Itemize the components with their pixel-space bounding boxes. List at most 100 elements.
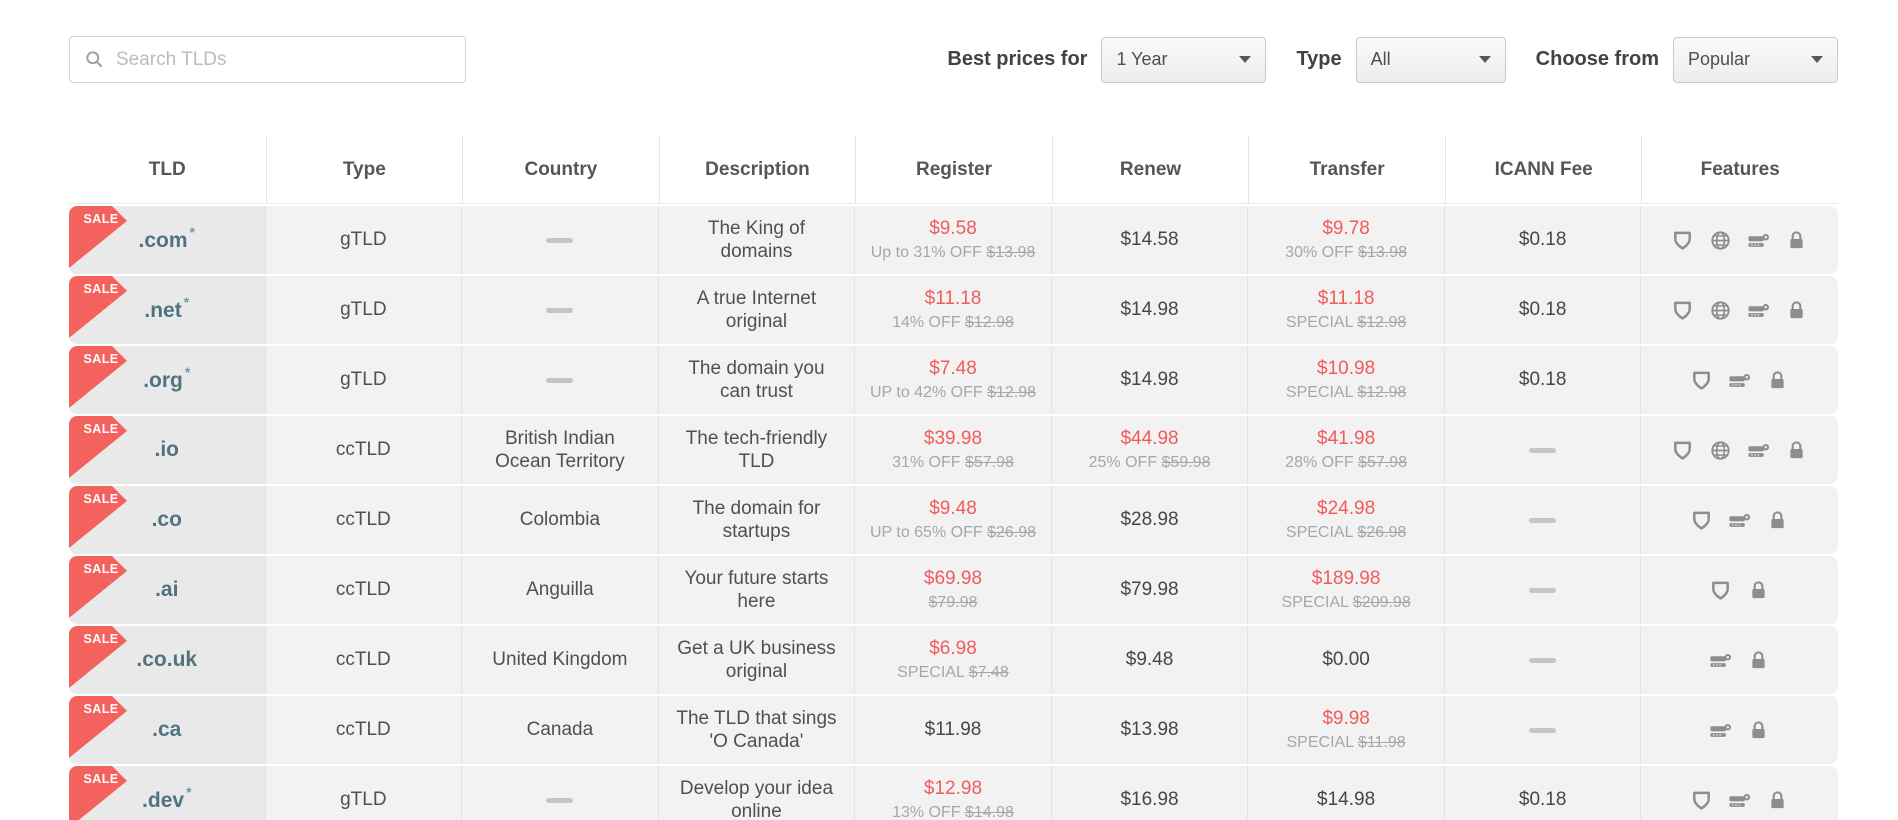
chevron-down-icon [1478, 56, 1491, 63]
filter-dropdown[interactable]: All [1355, 36, 1506, 83]
country-cell: Colombia [462, 486, 659, 554]
sale-badge: SALE [69, 416, 127, 478]
filter-bar: Best prices for 1 Year Type All Choose f… [947, 36, 1838, 83]
server-icon [1747, 229, 1770, 252]
tld-link[interactable]: .co [151, 508, 182, 532]
price-amount: $39.98 [923, 428, 983, 450]
features-cell [1641, 206, 1838, 274]
old-price: $209.98 [1352, 594, 1411, 612]
server-icon [1728, 369, 1751, 392]
icann-fee-cell: $0.18 [1445, 276, 1642, 344]
column-header: Country [462, 136, 659, 203]
icann-fee-cell [1445, 696, 1642, 764]
tld-cell: SALE .com * [69, 206, 266, 274]
old-price: $57.98 [1358, 454, 1408, 472]
server-icon [1747, 439, 1770, 462]
price-amount: $79.98 [1120, 579, 1179, 601]
description-cell: Develop your idea online [659, 766, 856, 820]
tld-link[interactable]: .ai [155, 578, 179, 602]
old-price: $59.98 [1161, 454, 1211, 472]
price-discount-note: SPECIAL $26.98 [1285, 524, 1407, 542]
old-price: $12.98 [964, 314, 1014, 332]
price-discount-note: $79.98 [929, 593, 978, 613]
features-cell [1641, 346, 1838, 414]
tld-cell: SALE .co.uk [69, 626, 266, 694]
transfer-price-cell: $9.98 SPECIAL $11.98 [1248, 696, 1445, 764]
price-discount-note: 25% OFF $59.98 [1088, 454, 1211, 472]
search-input[interactable] [116, 48, 451, 71]
shield-icon [1671, 299, 1694, 322]
tld-link[interactable]: .com * [138, 224, 195, 253]
price-amount: $189.98 [1311, 568, 1381, 590]
toolbar: Best prices for 1 Year Type All Choose f… [69, 36, 1838, 83]
tld-cell: SALE .org * [69, 346, 266, 414]
empty-dash [546, 307, 574, 313]
globe-icon [1709, 229, 1732, 252]
tld-link[interactable]: .dev * [142, 784, 192, 813]
search-icon [84, 49, 105, 70]
price-discount-note: SPECIAL $12.98 [1285, 384, 1407, 402]
icann-fee-amount: $0.18 [1518, 369, 1567, 391]
tld-asterisk: * [184, 364, 191, 381]
price-amount: $14.98 [1120, 369, 1179, 391]
sale-badge: SALE [69, 626, 127, 688]
renew-price-cell: $14.58 [1052, 206, 1249, 274]
lock-icon [1747, 649, 1770, 672]
features-cell [1641, 276, 1838, 344]
price-amount: $9.78 [1322, 218, 1370, 240]
renew-price-cell: $14.98 [1052, 276, 1249, 344]
table-row: SALE .ca ccTLD Canada The TLD that sings… [69, 696, 1838, 764]
description-cell: The TLD that sings 'O Canada' [659, 696, 856, 764]
tld-link[interactable]: .net * [144, 294, 190, 323]
price-amount: $9.98 [1322, 708, 1370, 730]
dropdown-value: 1 Year [1116, 49, 1168, 69]
icann-fee-cell: $0.18 [1445, 766, 1642, 820]
description-cell: Get a UK business original [659, 626, 856, 694]
empty-dash [1529, 727, 1557, 733]
type-cell: ccTLD [266, 696, 463, 764]
sale-badge: SALE [69, 696, 127, 758]
old-price: $14.98 [964, 804, 1014, 820]
filter-group: Type All [1296, 36, 1506, 83]
features-cell [1641, 696, 1838, 764]
lock-icon [1766, 789, 1789, 812]
features-cell [1641, 766, 1838, 820]
icann-fee-cell [1445, 626, 1642, 694]
price-amount: $24.98 [1317, 498, 1376, 520]
shield-icon [1690, 789, 1713, 812]
old-price: $26.98 [987, 524, 1036, 542]
filter-dropdown[interactable]: Popular [1673, 36, 1838, 83]
country-cell: United Kingdom [462, 626, 659, 694]
register-price-cell: $6.98 SPECIAL $7.48 [855, 626, 1052, 694]
tld-link[interactable]: .org * [143, 364, 191, 393]
column-header: ICANN Fee [1444, 136, 1642, 203]
price-amount: $12.98 [923, 778, 983, 800]
register-price-cell: $9.48 UP to 65% OFF $26.98 [855, 486, 1052, 554]
price-amount: $11.98 [924, 719, 982, 741]
renew-price-cell: $16.98 [1052, 766, 1249, 820]
old-price: $26.98 [1357, 524, 1407, 542]
filter-group: Best prices for 1 Year [947, 36, 1267, 83]
renew-price-cell: $9.48 [1052, 626, 1249, 694]
server-icon [1747, 299, 1770, 322]
filter-group: Choose from Popular [1536, 36, 1838, 83]
price-amount: $14.98 [1120, 299, 1179, 321]
features-cell [1641, 556, 1838, 624]
filter-dropdown[interactable]: 1 Year [1101, 36, 1267, 83]
icann-fee-amount: $0.18 [1518, 229, 1567, 251]
table-header: TLD Type Country Description Register Renew Tr… [69, 136, 1838, 204]
type-cell: gTLD [266, 766, 463, 820]
table-body: SALE .com * gTLD The King of domains $9.5… [69, 206, 1838, 820]
column-header: Description [658, 136, 856, 203]
tld-link[interactable]: .co.uk [136, 648, 198, 672]
sale-badge: SALE [69, 276, 127, 338]
price-discount-note: SPECIAL $11.98 [1286, 734, 1406, 752]
tld-link[interactable]: .ca [152, 718, 182, 742]
server-icon [1728, 509, 1751, 532]
old-price: $13.98 [1358, 244, 1408, 262]
sale-badge-label: SALE [83, 632, 119, 646]
price-discount-note: SPECIAL $12.98 [1285, 314, 1407, 332]
icann-fee-cell [1445, 416, 1642, 484]
tld-link[interactable]: .io [154, 438, 180, 462]
tld-cell: SALE .ai [69, 556, 266, 624]
